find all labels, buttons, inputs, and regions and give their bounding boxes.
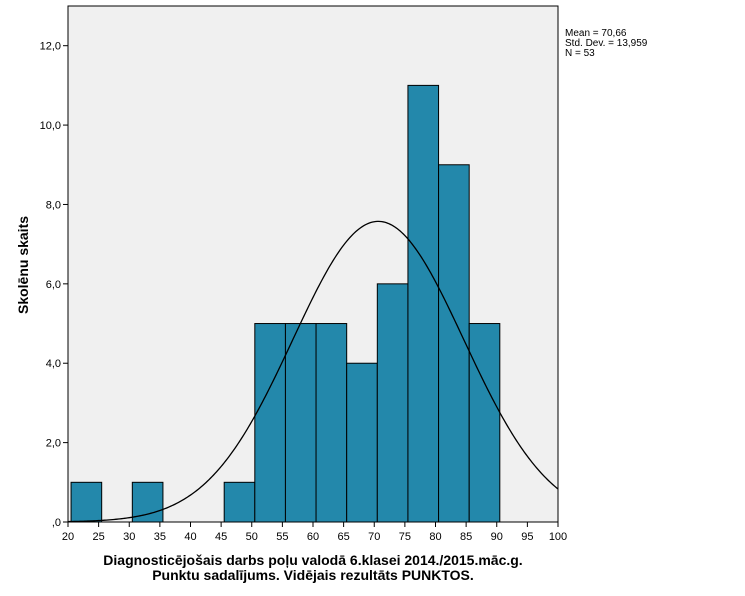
y-tick-label: ,0 <box>52 517 61 529</box>
histogram-bar <box>407 84 440 523</box>
histogram-bar <box>438 164 470 523</box>
x-tick-label: 85 <box>460 531 472 543</box>
y-tick-label: 4,0 <box>46 358 61 370</box>
y-tick-label: 8,0 <box>46 199 61 211</box>
x-tick-label: 65 <box>338 531 350 543</box>
x-tick-label: 60 <box>307 531 319 543</box>
histogram-bar <box>346 362 378 523</box>
x-tick-label: 55 <box>276 531 288 543</box>
histogram-bar <box>254 323 286 523</box>
y-tick-label: 10,0 <box>40 120 61 132</box>
x-tick-label: 70 <box>368 531 380 543</box>
histogram-bar <box>223 481 256 523</box>
x-tick-label: 40 <box>184 531 196 543</box>
y-tick-label: 6,0 <box>46 279 61 291</box>
normal-curve <box>67 220 559 523</box>
x-tick-label: 45 <box>215 531 227 543</box>
x-axis-title-line-1: Diagnosticējošais darbs poļu valodā 6.kl… <box>103 552 522 568</box>
histogram-bar <box>70 481 103 523</box>
x-tick-label: 50 <box>246 531 258 543</box>
stat-mean: Mean = 70,66 <box>565 28 627 39</box>
x-tick-label: 20 <box>62 531 74 543</box>
stat-n: N = 53 <box>565 48 595 59</box>
x-tick-label: 80 <box>429 531 441 543</box>
x-tick-label: 35 <box>154 531 166 543</box>
x-tick-label: 90 <box>491 531 503 543</box>
histogram-bar <box>315 323 348 523</box>
stat-std-dev: Std. Dev. = 13,959 <box>565 38 648 49</box>
x-tick-label: 100 <box>549 531 567 543</box>
x-tick-label: 75 <box>399 531 411 543</box>
y-tick-label: 12,0 <box>40 41 61 53</box>
y-tick-label: 2,0 <box>46 438 61 450</box>
histogram-bar <box>376 283 409 523</box>
x-axis-title-line-2: Punktu sadalījums. Vidējais rezultāts PU… <box>152 567 474 583</box>
y-axis-title: Skolēnu skaits <box>15 216 31 314</box>
x-tick-label: 30 <box>123 531 135 543</box>
x-tick-label: 25 <box>93 531 105 543</box>
histogram-bar <box>468 323 501 523</box>
histogram-bar <box>131 481 164 523</box>
x-tick-label: 95 <box>521 531 533 543</box>
histogram-bar <box>284 323 317 523</box>
